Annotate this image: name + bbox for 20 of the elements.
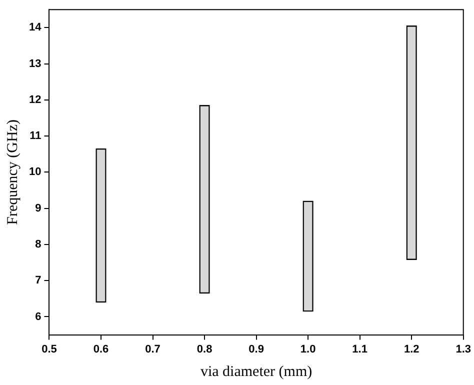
y-tick-label: 14: [28, 22, 42, 34]
y-tick-label: 12: [28, 94, 42, 106]
y-tick-label: 8: [35, 238, 42, 250]
x-tick-label: 0.6: [93, 343, 109, 356]
x-tick-label: 1.3: [456, 343, 472, 356]
y-tick-label: 13: [28, 58, 42, 70]
x-tick-label: 1.2: [404, 343, 420, 356]
y-tick-label: 6: [35, 310, 42, 323]
x-tick-label: 1.1: [352, 343, 368, 356]
y-tick-label: 11: [30, 130, 42, 142]
y-tick-label: 9: [35, 202, 42, 214]
y-axis-title: Frequency (GHz): [4, 120, 21, 225]
y-tick-label: 7: [35, 274, 42, 287]
x-axis-title: via diameter (mm): [200, 364, 312, 380]
x-tick-label: 0.7: [145, 343, 160, 356]
x-tick-label: 1.0: [300, 343, 316, 356]
x-tick-label: 0.5: [42, 343, 57, 356]
x-tick-label: 0.9: [248, 343, 264, 356]
y-tick-label: 10: [28, 166, 42, 178]
x-tick-label: 0.8: [196, 343, 212, 356]
